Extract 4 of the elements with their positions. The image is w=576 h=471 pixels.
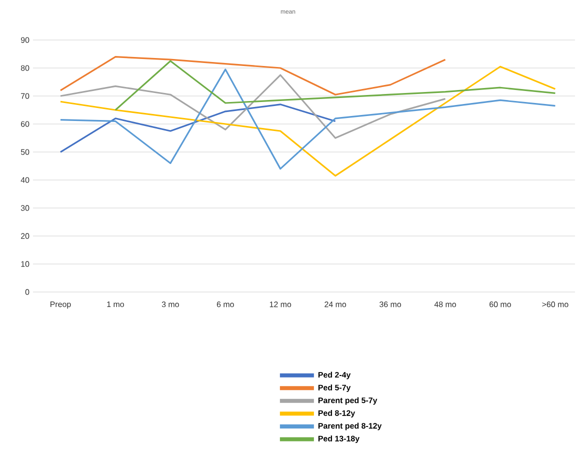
line-series [60, 74, 446, 139]
line-series [60, 104, 336, 153]
line-series [114, 60, 556, 111]
line-series [60, 56, 446, 96]
